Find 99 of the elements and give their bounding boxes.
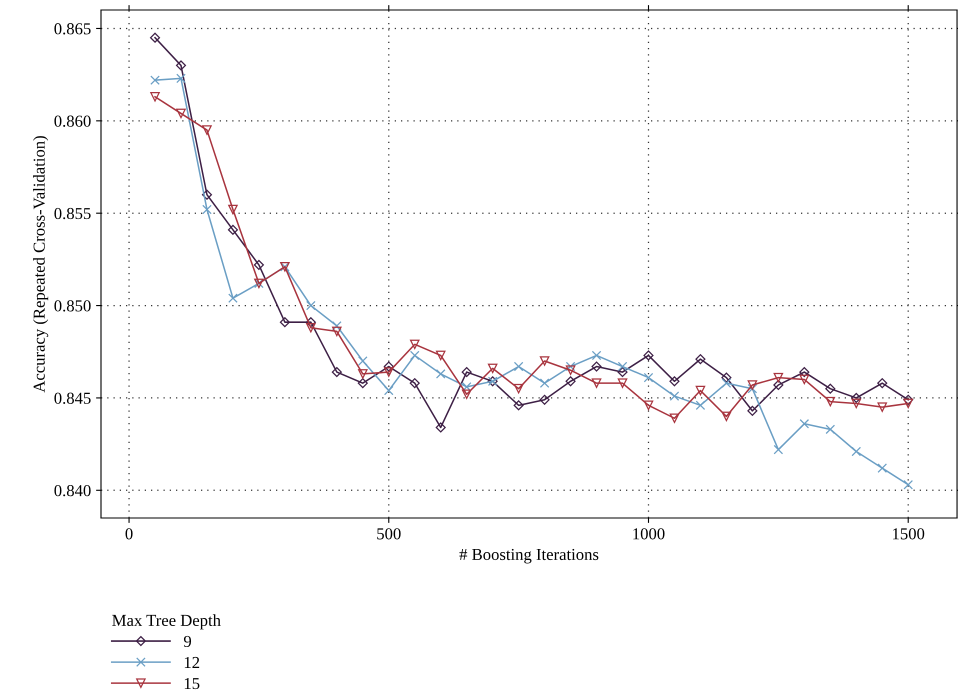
point — [202, 190, 212, 200]
point — [150, 75, 160, 85]
point — [540, 378, 550, 388]
x-tick-label: 1000 — [633, 528, 665, 540]
y-tick-label: 0.845 — [54, 392, 91, 404]
point — [592, 378, 602, 388]
point — [774, 444, 784, 454]
point — [358, 369, 368, 379]
point — [618, 378, 628, 388]
point — [384, 367, 394, 377]
point — [644, 372, 654, 382]
point — [228, 204, 238, 214]
point — [176, 74, 186, 84]
point — [228, 293, 238, 303]
point — [799, 367, 810, 378]
point — [748, 380, 758, 390]
point — [877, 463, 888, 473]
point — [280, 317, 290, 328]
point — [150, 32, 160, 43]
point — [254, 260, 264, 270]
point — [826, 424, 836, 434]
point — [514, 384, 524, 394]
point — [176, 108, 186, 118]
point — [617, 367, 628, 378]
point — [643, 350, 654, 360]
point — [695, 354, 706, 364]
point — [800, 374, 810, 384]
point — [540, 394, 550, 405]
point — [903, 394, 914, 405]
point — [358, 356, 368, 366]
point — [722, 412, 732, 422]
x-tick-label: 1500 — [893, 528, 924, 540]
point — [696, 400, 706, 410]
point — [826, 396, 836, 406]
point — [462, 389, 472, 400]
point — [722, 378, 732, 388]
point — [202, 125, 212, 135]
point — [410, 378, 420, 388]
point — [384, 361, 394, 372]
point — [877, 402, 888, 412]
point — [877, 378, 888, 388]
point — [332, 326, 342, 336]
point — [696, 386, 706, 396]
point — [488, 364, 498, 374]
point — [747, 406, 758, 416]
point — [566, 362, 576, 372]
point — [436, 369, 446, 379]
point — [903, 480, 914, 490]
point — [851, 392, 862, 403]
point — [774, 372, 784, 382]
y-tick-label: 0.840 — [54, 484, 91, 496]
point — [462, 367, 472, 378]
point — [592, 350, 602, 360]
point — [773, 380, 784, 390]
point — [670, 413, 680, 424]
point — [644, 400, 654, 410]
point — [514, 362, 524, 372]
point — [384, 386, 394, 396]
point — [851, 446, 862, 456]
point — [228, 224, 238, 235]
point — [410, 350, 420, 360]
y-tick-label: 0.860 — [54, 116, 91, 127]
point — [748, 384, 758, 394]
point — [721, 372, 732, 383]
point — [669, 376, 680, 386]
legend-label: 12 — [184, 656, 200, 668]
point — [202, 204, 212, 214]
point — [176, 60, 186, 70]
y-axis-title: Accuracy (Repeated Cross-Validation) — [33, 136, 48, 392]
point — [540, 356, 550, 366]
point — [306, 317, 316, 328]
point — [851, 398, 862, 408]
y-tick-label: 0.850 — [54, 300, 91, 312]
point — [332, 367, 342, 378]
point — [332, 321, 342, 331]
legend-title: Max Tree Depth — [112, 614, 221, 630]
x-axis-title: # Boosting Iterations — [459, 548, 598, 564]
point — [410, 340, 420, 350]
point — [566, 376, 576, 386]
point — [825, 384, 836, 394]
point — [436, 422, 446, 433]
point — [670, 391, 680, 401]
y-tick-label: 0.865 — [54, 23, 91, 34]
point — [436, 350, 446, 360]
point — [306, 322, 316, 333]
point — [618, 362, 628, 372]
point — [514, 400, 524, 410]
legend-label: 9 — [184, 636, 192, 648]
point — [800, 418, 810, 429]
y-tick-label: 0.855 — [54, 208, 91, 220]
legend-label: 15 — [184, 678, 200, 690]
x-tick-label: 500 — [377, 528, 401, 540]
point — [358, 378, 368, 388]
point — [306, 300, 316, 310]
point — [592, 361, 602, 372]
point — [566, 365, 576, 376]
x-tick-label: 0 — [126, 528, 133, 540]
point — [903, 398, 914, 408]
point — [150, 92, 160, 102]
